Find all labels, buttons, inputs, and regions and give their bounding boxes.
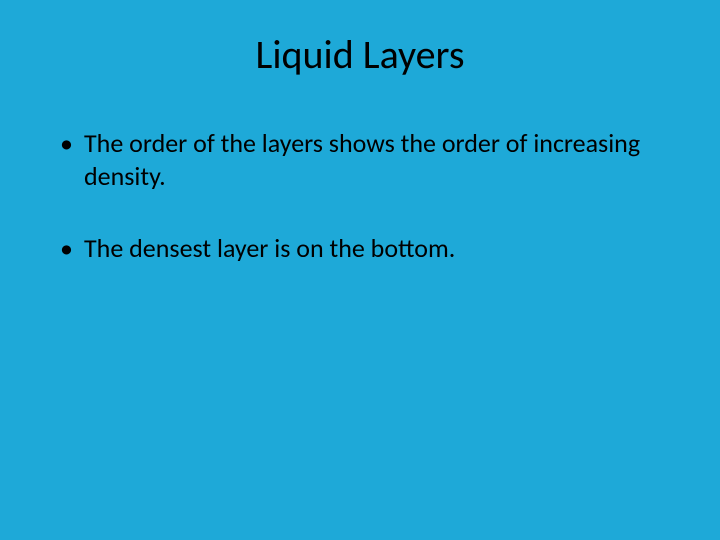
bullet-item: The order of the layers shows the order … (60, 127, 690, 192)
bullet-item: The densest layer is on the bottom. (60, 232, 690, 265)
slide-container: Liquid Layers The order of the layers sh… (0, 0, 720, 540)
slide-title: Liquid Layers (30, 30, 690, 79)
bullet-list: The order of the layers shows the order … (30, 127, 690, 265)
